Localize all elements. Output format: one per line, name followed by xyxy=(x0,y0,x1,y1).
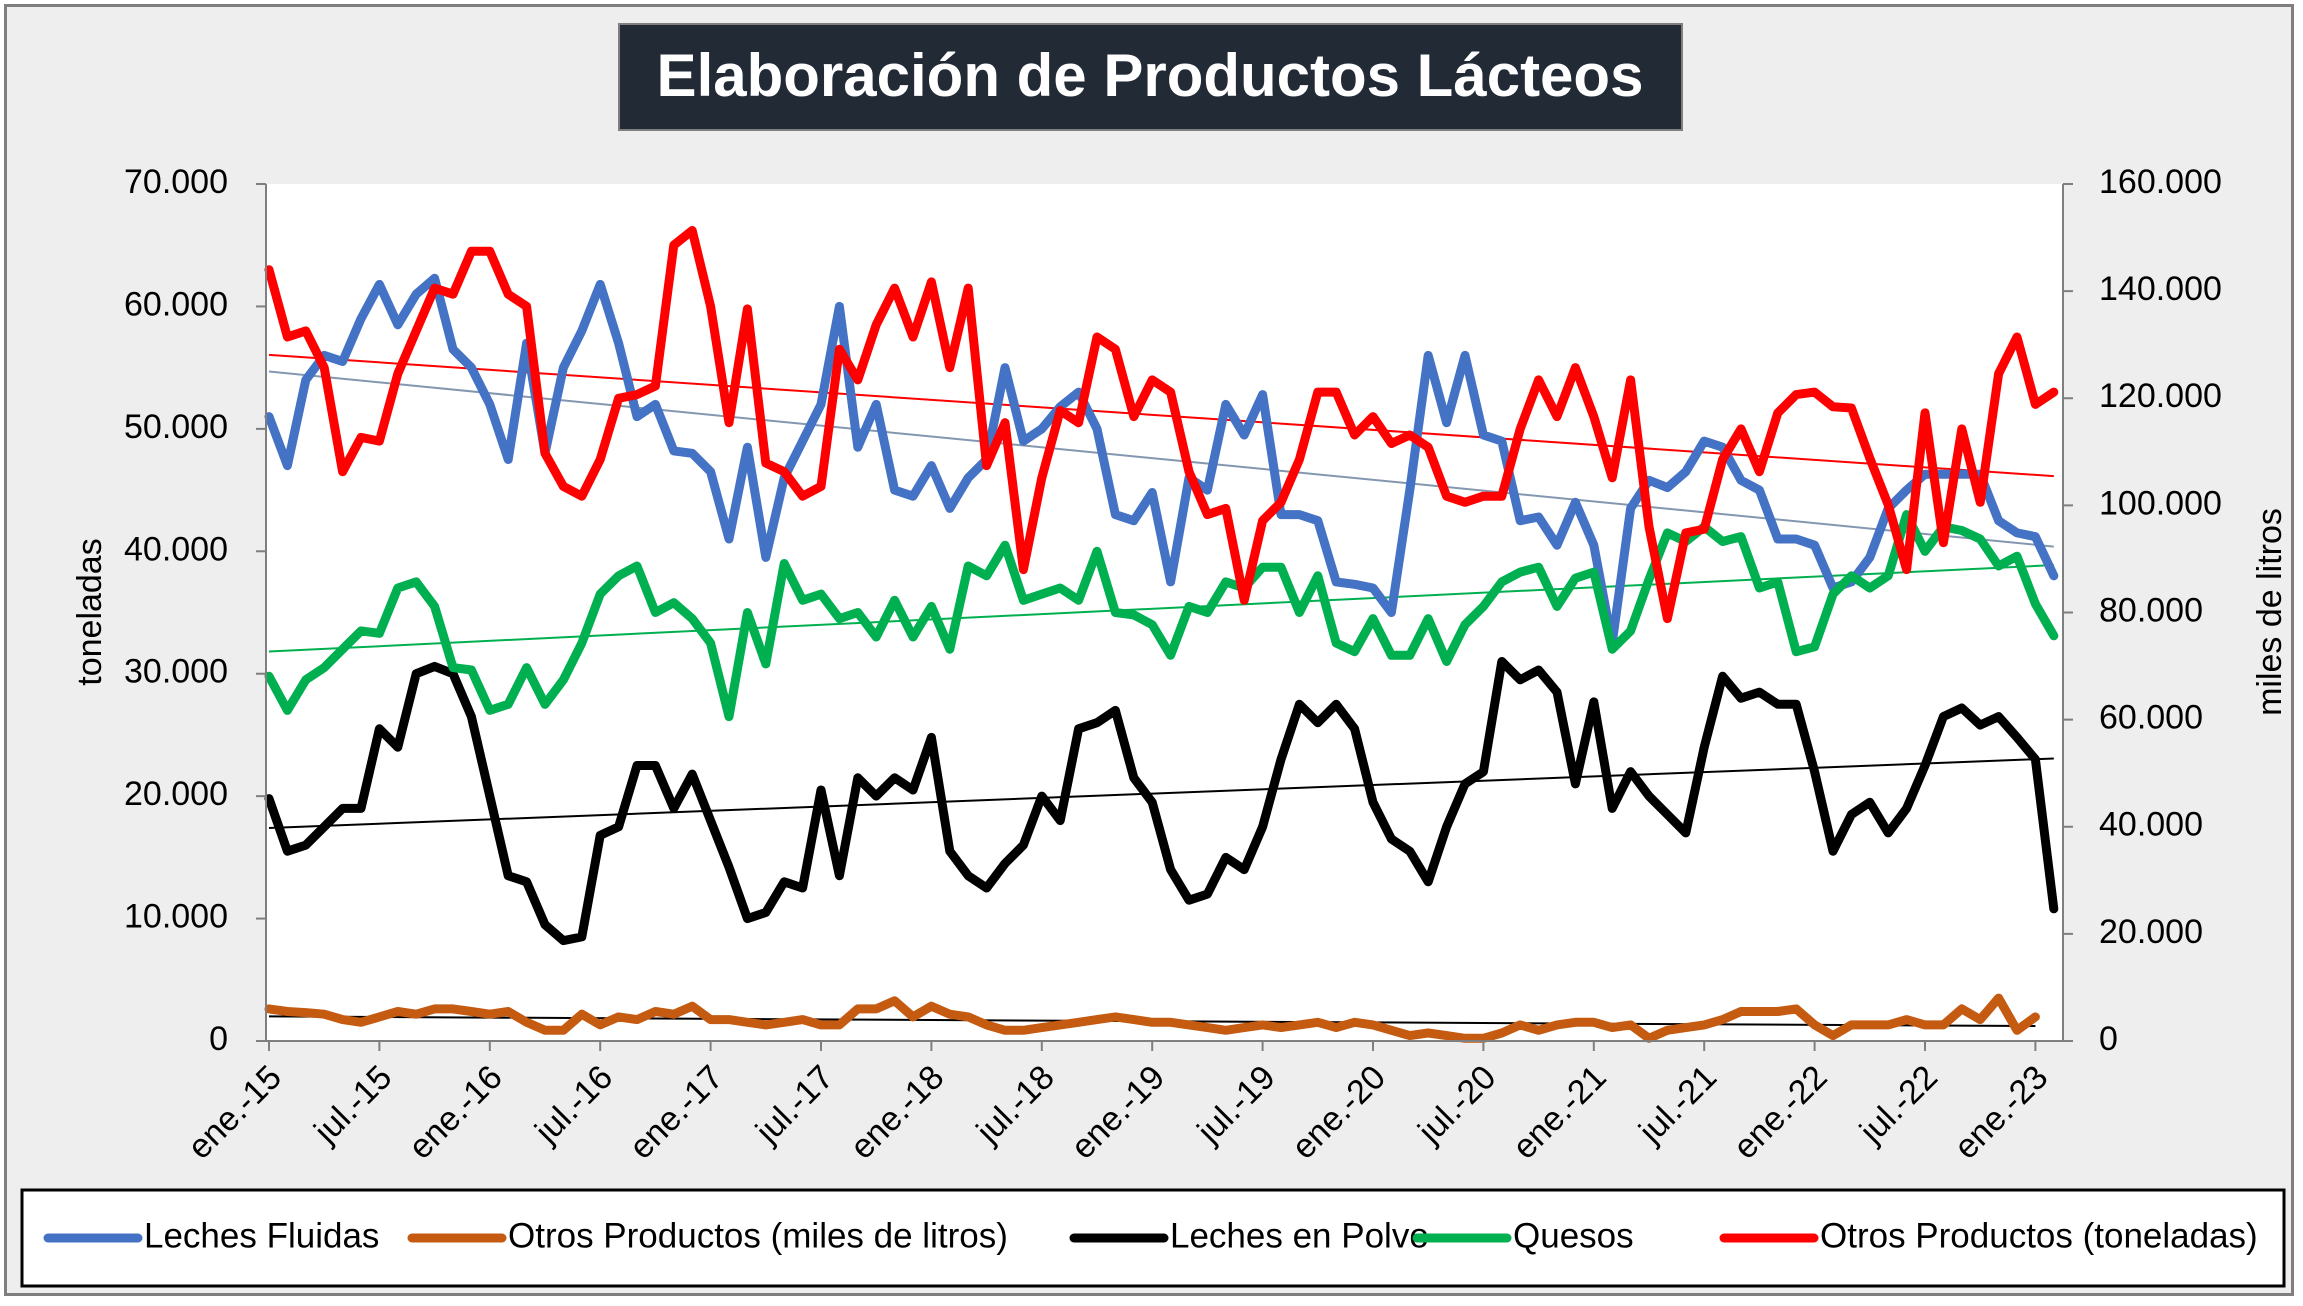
x-tick-label: jul.-22 xyxy=(1852,1058,1945,1151)
left-axis-ticks: 0 10.000 20.000 30.000 40.000 50.000 60.000 70.… xyxy=(124,163,266,1058)
right-tick-label: 40.000 xyxy=(2099,806,2203,844)
right-tick-label: 20.000 xyxy=(2099,913,2203,951)
series-line xyxy=(264,226,2059,624)
series-line xyxy=(264,510,2059,722)
x-tick-label: jul.-16 xyxy=(527,1058,620,1151)
legend: Leches Fluidas Otros Productos (miles de … xyxy=(43,1216,2258,1255)
legend-item: Otros Productos (toneladas) xyxy=(1719,1216,2258,1255)
legend-label: Leches Fluidas xyxy=(144,1216,379,1255)
series-line xyxy=(264,657,2059,946)
x-tick-label: ene.-22 xyxy=(1726,1058,1834,1166)
right-tick-label: 120.000 xyxy=(2099,377,2222,415)
x-tick-label: jul.-18 xyxy=(969,1058,1062,1151)
x-tick-label: ene.-16 xyxy=(401,1058,509,1166)
x-tick-label: jul.-20 xyxy=(1410,1058,1503,1151)
title-box xyxy=(618,23,1683,131)
legend-label: Otros Productos (miles de litros) xyxy=(508,1216,1008,1255)
right-tick-label: 60.000 xyxy=(2099,699,2203,737)
y-axis-left-title: toneladas xyxy=(71,538,109,685)
left-tick-label: 50.000 xyxy=(124,408,228,446)
x-tick-label: ene.-20 xyxy=(1285,1058,1393,1166)
chart-title: Elaboración de Productos Lácteos xyxy=(657,42,1644,109)
legend-label: Otros Productos (toneladas) xyxy=(1820,1216,2258,1255)
legend-item: Leches en Polvo xyxy=(1069,1216,1429,1255)
right-tick-label: 0 xyxy=(2099,1020,2118,1058)
left-tick-label: 0 xyxy=(209,1020,228,1058)
series-line xyxy=(264,993,2040,1043)
x-tick-label: ene.-19 xyxy=(1064,1058,1172,1166)
x-axis-ticks: ene.-15 jul.-15 ene.-16 jul.-16 ene.-17 jul.-… xyxy=(181,1041,2055,1167)
x-tick-label: ene.-23 xyxy=(1947,1058,2055,1166)
left-tick-label: 20.000 xyxy=(124,775,228,813)
left-tick-label: 30.000 xyxy=(124,653,228,691)
x-tick-label: ene.-17 xyxy=(622,1058,730,1166)
plot-area xyxy=(266,184,2063,1041)
x-tick-label: jul.-17 xyxy=(748,1058,841,1151)
legend-item: Otros Productos (miles de litros) xyxy=(407,1216,1008,1255)
right-tick-label: 140.000 xyxy=(2099,270,2222,308)
left-tick-label: 70.000 xyxy=(124,163,228,201)
legend-item: Leches Fluidas xyxy=(43,1216,379,1255)
left-tick-label: 10.000 xyxy=(124,898,228,936)
x-tick-label: ene.-15 xyxy=(181,1058,289,1166)
series-line xyxy=(264,273,2059,648)
trendline xyxy=(268,757,2054,830)
right-tick-label: 160.000 xyxy=(2099,163,2222,201)
x-tick-label: ene.-21 xyxy=(1505,1058,1613,1166)
right-tick-label: 80.000 xyxy=(2099,591,2203,629)
y-axis-right-title: miles de litros xyxy=(2251,508,2289,716)
x-tick-label: jul.-15 xyxy=(306,1058,399,1151)
left-tick-label: 40.000 xyxy=(124,530,228,568)
legend-label: Leches en Polvo xyxy=(1170,1216,1429,1255)
right-axis-ticks: 0 20.000 40.000 60.000 80.000 100.000 120.000 1… xyxy=(2063,163,2222,1058)
legend-label: Quesos xyxy=(1513,1216,1634,1255)
left-tick-label: 60.000 xyxy=(124,285,228,323)
x-tick-label: jul.-19 xyxy=(1190,1058,1283,1151)
x-tick-label: jul.-21 xyxy=(1631,1058,1724,1151)
right-tick-label: 100.000 xyxy=(2099,484,2222,522)
x-tick-label: ene.-18 xyxy=(843,1058,951,1166)
series-lines xyxy=(264,226,2059,1043)
trendline xyxy=(268,370,2054,548)
legend-item: Quesos xyxy=(1412,1216,1634,1255)
